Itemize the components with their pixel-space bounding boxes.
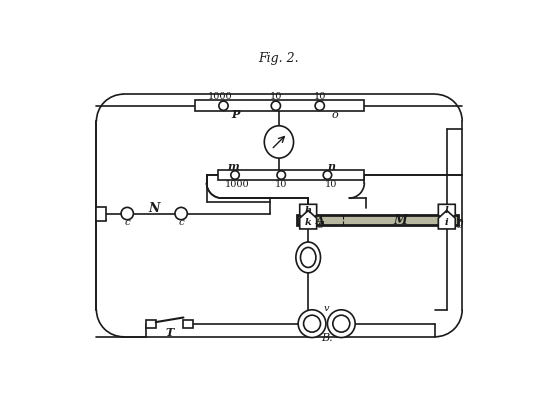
Text: h: h xyxy=(305,206,312,215)
Bar xyxy=(96,207,106,221)
Circle shape xyxy=(277,171,286,179)
Ellipse shape xyxy=(264,126,294,158)
Text: P: P xyxy=(231,110,239,120)
Circle shape xyxy=(271,101,281,110)
Text: 1000: 1000 xyxy=(207,92,232,101)
Text: g: g xyxy=(457,219,463,228)
Ellipse shape xyxy=(300,248,316,268)
Polygon shape xyxy=(300,204,317,223)
Ellipse shape xyxy=(333,315,350,332)
Text: l: l xyxy=(445,206,449,215)
Ellipse shape xyxy=(304,315,320,332)
Text: o: o xyxy=(332,110,338,120)
Text: m: m xyxy=(228,161,239,172)
Ellipse shape xyxy=(296,242,320,273)
Text: g: g xyxy=(318,219,325,228)
Text: A: A xyxy=(316,214,324,226)
Circle shape xyxy=(219,101,228,110)
Bar xyxy=(184,320,193,328)
Circle shape xyxy=(121,207,134,220)
Text: k: k xyxy=(305,218,312,227)
Ellipse shape xyxy=(328,310,355,338)
Text: B.: B. xyxy=(321,332,332,342)
Polygon shape xyxy=(300,210,317,229)
Text: c: c xyxy=(178,218,184,227)
Text: 10: 10 xyxy=(325,180,337,189)
Text: T: T xyxy=(166,327,174,338)
Bar xyxy=(147,320,156,328)
Circle shape xyxy=(315,101,324,110)
Polygon shape xyxy=(438,204,455,223)
Circle shape xyxy=(231,171,239,179)
Text: M: M xyxy=(393,214,408,226)
Text: N: N xyxy=(148,202,160,215)
Text: 1000: 1000 xyxy=(225,180,250,189)
Text: i: i xyxy=(445,218,449,227)
Bar xyxy=(296,215,458,225)
Ellipse shape xyxy=(298,310,326,338)
Bar xyxy=(218,170,365,180)
Circle shape xyxy=(323,171,332,179)
Text: Fig. 2.: Fig. 2. xyxy=(259,52,299,64)
Text: v: v xyxy=(324,304,329,313)
Circle shape xyxy=(175,207,187,220)
Text: 10: 10 xyxy=(313,92,326,101)
Text: 10: 10 xyxy=(270,92,282,101)
Bar xyxy=(195,100,365,111)
Polygon shape xyxy=(438,210,455,229)
Text: 10: 10 xyxy=(275,180,287,189)
Text: c: c xyxy=(124,218,130,227)
Text: n: n xyxy=(327,161,335,172)
